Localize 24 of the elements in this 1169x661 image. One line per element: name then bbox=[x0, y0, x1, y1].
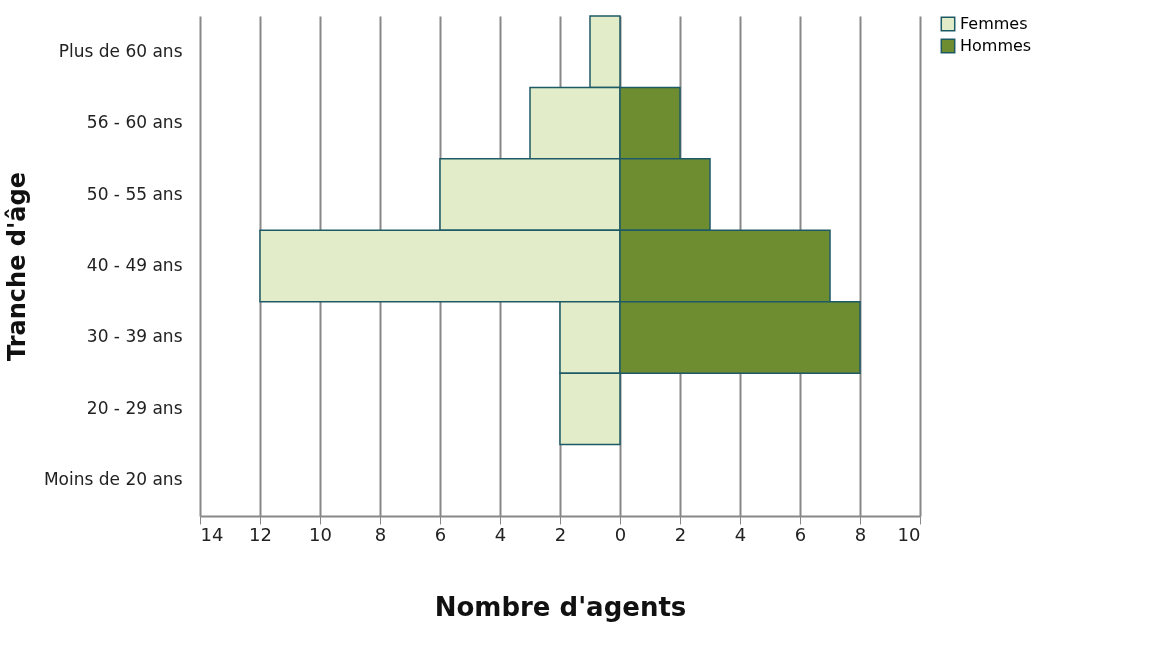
x-tick-label: 12 bbox=[249, 523, 272, 545]
x-axis-title: Nombre d'agents bbox=[434, 591, 687, 622]
x-tick-label: 2 bbox=[674, 523, 687, 545]
x-tick-label: 6 bbox=[794, 523, 807, 545]
x-tick-label: 4 bbox=[734, 523, 747, 545]
y-tick-label: 30 - 39 ans bbox=[86, 326, 183, 347]
x-tick-label: 6 bbox=[434, 523, 447, 545]
legend-label: Hommes bbox=[960, 36, 1032, 55]
x-tick-label: 4 bbox=[494, 523, 507, 545]
x-tick-label: 8 bbox=[854, 523, 867, 545]
x-tick-label: 14 bbox=[200, 523, 224, 545]
y-axis-title: Tranche d'âge bbox=[2, 172, 31, 361]
y-tick-label: 40 - 49 ans bbox=[86, 255, 183, 275]
x-tick-label: 8 bbox=[374, 523, 387, 545]
x-tick-label: 10 bbox=[309, 523, 332, 545]
x-tick-label: 10 bbox=[897, 523, 921, 545]
y-tick-label: 20 - 29 ans bbox=[86, 397, 183, 418]
y-tick-label: 56 - 60 ans bbox=[86, 112, 183, 133]
x-tick-label: 2 bbox=[554, 523, 567, 545]
x-tick-label: 0 bbox=[614, 523, 627, 545]
y-tick-label: Plus de 60 ans bbox=[58, 40, 183, 61]
legend-label: Femmes bbox=[960, 14, 1028, 33]
y-tick-label: 50 - 55 ans bbox=[86, 183, 183, 204]
y-tick-label: Moins de 20 ans bbox=[43, 469, 183, 490]
